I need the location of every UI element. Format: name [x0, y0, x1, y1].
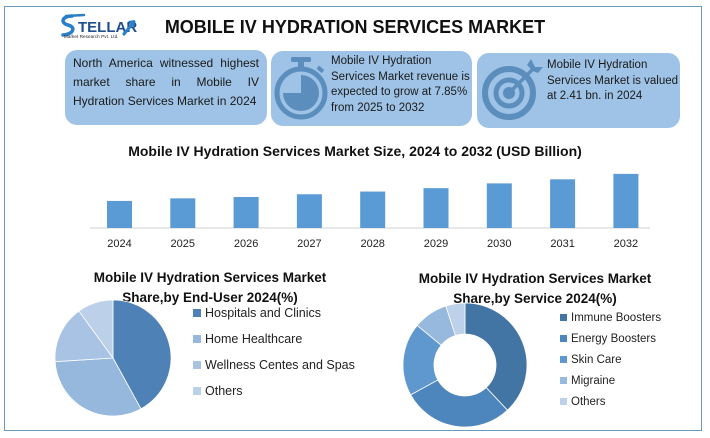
logo-mark-icon: TELLAR [61, 13, 137, 37]
legend-item: Skin Care [560, 354, 622, 366]
legend-label: Immune Boosters [571, 312, 662, 324]
info-card-growth: Mobile IV Hydration Services Market reve… [271, 51, 472, 126]
logo-subtitle: Market Research Pvt. Ltd. [64, 34, 119, 39]
x-tick-label: 2024 [107, 238, 131, 250]
legend-swatch [560, 377, 567, 384]
stopwatch-icon [274, 57, 328, 120]
end-user-pie-title-line1: Mobile IV Hydration Services Market [93, 270, 327, 285]
target-icon [482, 59, 543, 120]
legend-item: Home Healthcare [193, 332, 302, 346]
slice-wellness-centes-and-spas [54, 310, 114, 363]
x-tick-label: 2029 [424, 238, 448, 250]
bar-2032 [613, 173, 639, 228]
end-user-pie-title: Mobile IV Hydration Services Market Shar… [60, 268, 360, 308]
bar-2027 [296, 194, 322, 228]
legend-item: Migraine [560, 375, 615, 387]
x-tick-label: 2032 [614, 238, 638, 250]
legend-swatch [560, 314, 567, 321]
info-card-text: North America witnessed highest market s… [73, 56, 259, 108]
end-user-pie-chart [54, 299, 172, 417]
slice-others [445, 302, 466, 337]
bar-2029 [423, 188, 449, 228]
info-card-text: Mobile IV Hydration Services Market reve… [331, 55, 470, 114]
info-card-region: North America witnessed highest market s… [65, 50, 267, 125]
legend-swatch [193, 309, 201, 317]
legend-label: Others [571, 396, 606, 408]
bar-chart: 2024 2025 2026 2027 2028 2029 2030 2031 2032 [90, 173, 650, 250]
page-title: MOBILE IV HYDRATION SERVICES MARKET [164, 17, 546, 37]
legend-swatch [193, 387, 201, 395]
legend-label: Energy Boosters [571, 333, 657, 345]
x-tick-label: 2027 [297, 238, 321, 250]
legend-label: Others [205, 384, 243, 398]
service-donut-title-line1: Mobile IV Hydration Services Market [418, 271, 652, 286]
stellar-logo: TELLAR [58, 10, 138, 44]
legend-label: Migraine [571, 375, 616, 387]
bar-chart-title: Mobile IV Hydration Services Market Size… [128, 143, 582, 159]
logo-text: TELLAR [78, 19, 137, 36]
slice-hospitals-and-clinics [112, 299, 172, 410]
legend-swatch [193, 335, 201, 343]
x-tick-label: 2030 [487, 238, 511, 250]
bar-2025 [170, 198, 196, 228]
legend-item: Others [193, 384, 243, 398]
bar-2031 [550, 179, 576, 228]
legend-label: Wellness Centes and Spas [205, 358, 355, 372]
bar-2024 [107, 200, 132, 228]
x-tick-label: 2025 [171, 238, 195, 250]
slice-energy-boosters [410, 379, 509, 428]
service-donut-chart [402, 302, 528, 428]
bar-2026 [233, 196, 259, 228]
slice-home-healthcare [54, 357, 142, 417]
legend-label: Home Healthcare [205, 332, 303, 346]
legend-label: Skin Care [571, 354, 622, 366]
x-tick-label: 2026 [234, 238, 258, 250]
legend-item: Hospitals and Clinics [193, 306, 321, 320]
legend-swatch [560, 398, 567, 405]
legend-swatch [193, 361, 201, 369]
legend-item: Wellness Centes and Spas [193, 358, 355, 372]
legend-item: Energy Boosters [560, 333, 656, 345]
legend-item: Others [560, 396, 606, 408]
legend-item: Immune Boosters [560, 312, 661, 324]
bar-2030 [486, 183, 512, 228]
x-tick-label: 2031 [550, 238, 574, 250]
slice-others [78, 299, 114, 360]
service-donut-title: Mobile IV Hydration Services Market Shar… [385, 269, 685, 309]
service-donut-title-line2: Share,by Service 2024(%) [453, 291, 617, 306]
legend-label: Hospitals and Clinics [205, 306, 322, 320]
info-card-text: Mobile IV Hydration Services Market is v… [547, 59, 679, 102]
info-card-value: Mobile IV Hydration Services Market is v… [477, 53, 680, 128]
slice-immune-boosters [464, 302, 528, 411]
legend-swatch [560, 335, 567, 342]
infographic-frame [4, 6, 702, 431]
end-user-pie-title-line2: Share,by End-User 2024(%) [122, 290, 298, 305]
bar-2028 [360, 191, 386, 228]
x-tick-label: 2028 [360, 238, 384, 250]
legend-swatch [560, 356, 567, 363]
